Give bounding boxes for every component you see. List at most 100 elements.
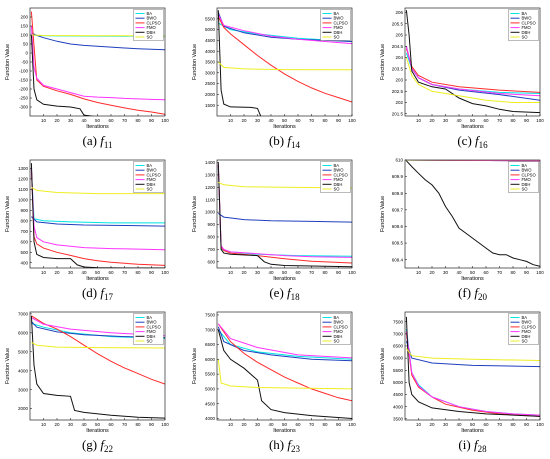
y-tick-label: 900	[20, 208, 28, 213]
x-axis-label: Iterations	[461, 124, 484, 130]
x-tick-label: 20	[54, 118, 60, 123]
x-tick-label: 40	[456, 270, 462, 275]
x-tick-label: 10	[228, 270, 234, 275]
y-tick-label: 609.6	[392, 224, 404, 229]
x-tick-label: 40	[81, 422, 87, 427]
y-tick-label: 2500	[205, 81, 216, 86]
x-tick-label: 50	[282, 270, 288, 275]
y-tick-label: 3500	[393, 416, 404, 421]
y-tick-label: 204	[395, 55, 403, 60]
y-tick-label: 4500	[393, 392, 404, 397]
chart-panel: 10 20 30 40 50 60 70 80 90 100 3500 4000 4500 5000 550…	[380, 311, 544, 454]
legend-label-clpso: CLPSO	[522, 324, 537, 329]
series-line-dbh	[217, 329, 352, 419]
x-tick-label: 100	[536, 270, 544, 275]
series-line-fmo	[31, 317, 165, 337]
x-tick-label: 90	[149, 422, 155, 427]
panel-caption: (d) f17	[82, 285, 114, 302]
panel-caption: (i) f28	[458, 437, 487, 454]
series-line-so	[405, 348, 540, 361]
x-tick-label: 20	[429, 118, 435, 123]
x-axis-label: Iterations	[86, 124, 109, 130]
legend-label-dbh: DBH	[147, 182, 156, 187]
caption-subscript: 23	[291, 444, 301, 454]
x-tick-label: 80	[322, 118, 328, 123]
y-tick-label: 7500	[205, 313, 216, 318]
x-tick-label: 90	[336, 270, 342, 275]
x-tick-label: 90	[149, 270, 155, 275]
legend-label-so: SO	[522, 35, 529, 40]
x-tick-label: 80	[135, 118, 141, 123]
caption-letter: (g)	[82, 437, 100, 452]
legend-label-bwo: BWO	[522, 16, 533, 21]
x-tick-label: 10	[416, 422, 422, 427]
legend-label-dbh: DBH	[147, 30, 156, 35]
legend-box	[508, 313, 539, 345]
x-tick-label: 30	[443, 422, 449, 427]
legend-label-bwo: BWO	[334, 168, 345, 173]
series-line-dbh	[405, 10, 540, 114]
y-tick-label: -100	[19, 69, 29, 74]
x-tick-label: 50	[95, 118, 101, 123]
y-axis-label: Function Value	[380, 348, 386, 384]
y-tick-label: 1200	[205, 185, 216, 190]
y-tick-label: 609.4	[392, 257, 404, 262]
x-tick-label: 100	[348, 118, 356, 123]
series-line-clpso	[217, 323, 352, 402]
x-tick-label: 90	[524, 118, 530, 123]
series-line-dbh	[217, 10, 262, 116]
y-tick-label: 1200	[18, 176, 29, 181]
x-tick-label: 60	[108, 422, 114, 427]
y-tick-label: 202.5	[392, 89, 404, 94]
y-tick-label: 4000	[18, 368, 29, 373]
caption-function: f	[474, 437, 480, 452]
x-tick-label: 50	[470, 118, 476, 123]
y-tick-label: 610	[395, 158, 403, 163]
panel-caption: (e) f18	[269, 285, 300, 302]
series-line-dbh	[30, 315, 165, 419]
x-tick-label: 10	[416, 270, 422, 275]
legend-box	[320, 161, 351, 193]
x-axis-label: Iterations	[86, 428, 109, 434]
legend-label-ba: BA	[522, 11, 528, 16]
caption-function: f	[100, 285, 106, 300]
y-tick-label: 5000	[393, 380, 404, 385]
legend-label-clpso: CLPSO	[334, 324, 349, 329]
legend-box	[320, 9, 351, 41]
x-tick-label: 80	[135, 422, 141, 427]
chart-panel: 10 20 30 40 50 60 70 80 90 100 400 500 600 700 800 900 1…	[5, 159, 169, 302]
y-tick-label: 700	[207, 247, 215, 252]
legend-label-so: SO	[147, 35, 154, 40]
legend-label-ba: BA	[522, 315, 528, 320]
x-tick-label: 20	[241, 118, 247, 123]
series-line-so	[31, 34, 165, 37]
x-tick-label: 10	[228, 422, 234, 427]
y-tick-label: -50	[21, 60, 28, 65]
x-tick-label: 50	[282, 422, 288, 427]
series-line-so	[31, 186, 165, 195]
x-tick-label: 60	[295, 270, 301, 275]
x-axis-label: Iterations	[86, 276, 109, 282]
series-line-so	[405, 57, 540, 103]
x-tick-label: 100	[161, 270, 169, 275]
x-tick-label: 100	[536, 118, 544, 123]
y-axis-label: Function Value	[5, 196, 11, 232]
y-axis-label: Function Value	[380, 44, 386, 80]
y-tick-label: 4000	[205, 416, 216, 421]
y-tick-label: 400	[20, 260, 28, 265]
chart-panel: 10 20 30 40 50 60 70 80 90 100 2000 3000 4000 5000 600…	[5, 311, 169, 454]
x-tick-label: 100	[161, 422, 169, 427]
caption-function: f	[287, 285, 293, 300]
y-axis-label: Function Value	[5, 44, 11, 80]
y-tick-label: 1100	[205, 197, 215, 202]
x-tick-label: 10	[41, 270, 47, 275]
x-tick-label: 80	[322, 422, 328, 427]
y-tick-label: 200	[20, 15, 28, 20]
x-tick-label: 40	[268, 118, 274, 123]
y-tick-label: 4500	[205, 38, 216, 43]
y-tick-label: 900	[207, 222, 215, 227]
x-tick-label: 20	[429, 270, 435, 275]
legend-label-ba: BA	[147, 11, 153, 16]
legend-box	[320, 313, 351, 345]
